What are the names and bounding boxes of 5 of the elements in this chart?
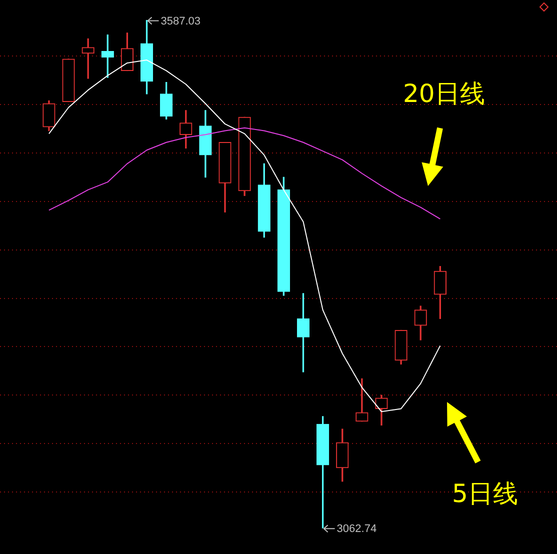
text: 5日线 <box>452 478 518 510</box>
annotation: 3062.74 <box>336 523 377 536</box>
candlestick <box>356 378 368 422</box>
annotation: 20日线 <box>403 78 485 110</box>
annotation: 3587.03 <box>160 15 201 28</box>
